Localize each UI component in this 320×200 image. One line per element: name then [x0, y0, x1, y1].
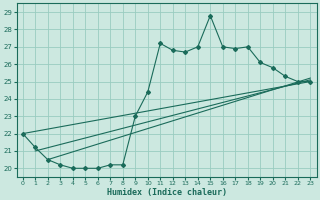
X-axis label: Humidex (Indice chaleur): Humidex (Indice chaleur): [107, 188, 227, 197]
